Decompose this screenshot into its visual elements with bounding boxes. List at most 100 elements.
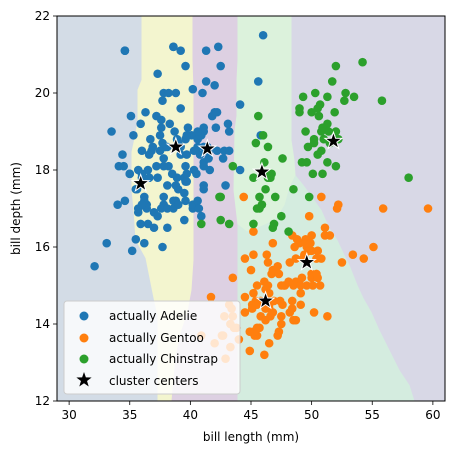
data-point xyxy=(252,300,262,310)
data-point xyxy=(258,30,268,40)
data-point xyxy=(163,223,172,233)
data-point xyxy=(277,211,286,221)
data-point xyxy=(176,46,185,55)
data-point xyxy=(137,200,147,209)
data-point xyxy=(287,296,297,306)
data-point xyxy=(165,119,175,129)
data-point xyxy=(292,235,302,244)
data-point xyxy=(183,123,193,132)
cluster-center-star xyxy=(130,172,151,192)
data-point xyxy=(315,281,325,290)
data-point xyxy=(158,242,167,252)
legend-box xyxy=(63,300,241,395)
data-point xyxy=(156,123,166,132)
data-point xyxy=(264,338,274,348)
data-point xyxy=(246,265,256,275)
data-point xyxy=(277,319,286,329)
data-point xyxy=(131,235,141,244)
data-point xyxy=(253,111,263,121)
data-point xyxy=(137,146,147,156)
data-point xyxy=(258,131,268,140)
data-point xyxy=(126,111,136,121)
data-point xyxy=(170,127,179,136)
data-point xyxy=(323,92,332,102)
data-point xyxy=(423,204,433,213)
data-point xyxy=(181,161,190,171)
x-tick-label: 60 xyxy=(425,408,440,422)
data-point xyxy=(378,204,388,213)
data-point xyxy=(308,281,318,290)
data-point xyxy=(216,192,225,202)
legend-marker-chinstrap xyxy=(79,354,89,364)
data-point xyxy=(153,173,162,182)
data-point xyxy=(306,238,315,248)
data-point xyxy=(275,296,285,306)
data-point xyxy=(212,107,222,117)
x-tick-label: 40 xyxy=(183,408,198,422)
data-point xyxy=(314,111,324,121)
data-point xyxy=(308,169,318,179)
data-point xyxy=(129,131,138,140)
x-axis-title: bill length (mm) xyxy=(203,430,299,444)
data-point xyxy=(152,111,161,121)
data-point xyxy=(404,173,413,182)
data-point xyxy=(255,204,264,213)
cluster-center-star xyxy=(296,251,317,271)
data-point xyxy=(224,219,234,229)
data-point xyxy=(325,231,335,240)
legend-label-adelie: actually Adelie xyxy=(109,309,197,323)
data-point xyxy=(317,127,326,136)
data-point xyxy=(317,146,326,156)
data-point xyxy=(337,258,347,267)
x-axis-ticks: 30 35 40 45 50 55 60 xyxy=(61,401,441,422)
data-point xyxy=(193,127,202,136)
data-point xyxy=(315,100,325,109)
data-point xyxy=(155,146,165,156)
data-point xyxy=(273,331,282,340)
data-point xyxy=(159,161,168,171)
data-point xyxy=(119,161,128,171)
data-point xyxy=(249,288,258,298)
data-point xyxy=(235,100,245,109)
data-point xyxy=(313,246,322,256)
data-point xyxy=(277,312,286,321)
data-point xyxy=(278,154,287,163)
data-point xyxy=(216,61,225,71)
data-point xyxy=(163,181,172,190)
data-point xyxy=(158,96,167,105)
legend-marker-star-icon xyxy=(76,372,92,387)
data-point xyxy=(273,261,282,271)
y-tick-label: 20 xyxy=(35,86,50,100)
data-point xyxy=(296,281,306,290)
data-point xyxy=(348,250,358,259)
data-point xyxy=(153,69,162,79)
data-point xyxy=(153,211,162,221)
data-point xyxy=(221,181,230,190)
data-point xyxy=(331,61,341,71)
data-point xyxy=(167,169,177,179)
data-point xyxy=(249,219,258,229)
data-point xyxy=(369,242,378,252)
data-point xyxy=(199,184,209,194)
data-point xyxy=(107,127,116,136)
data-point xyxy=(235,165,245,175)
y-tick-label: 18 xyxy=(35,163,50,177)
data-point xyxy=(327,77,337,86)
data-point xyxy=(169,42,178,52)
data-point xyxy=(289,184,298,194)
data-point xyxy=(133,165,143,175)
data-point xyxy=(156,204,166,213)
data-point xyxy=(262,250,272,259)
data-point xyxy=(268,223,278,233)
data-point xyxy=(323,158,332,167)
legend-label-cluster-centers: cluster centers xyxy=(109,374,198,388)
data-point xyxy=(182,169,192,179)
data-point xyxy=(304,192,314,202)
cluster-center-star xyxy=(165,136,186,156)
data-point xyxy=(136,119,145,129)
data-point xyxy=(240,254,250,263)
y-axis-title: bill depth (mm) xyxy=(9,162,23,255)
cluster-center-star xyxy=(323,130,344,150)
data-point xyxy=(331,161,341,171)
